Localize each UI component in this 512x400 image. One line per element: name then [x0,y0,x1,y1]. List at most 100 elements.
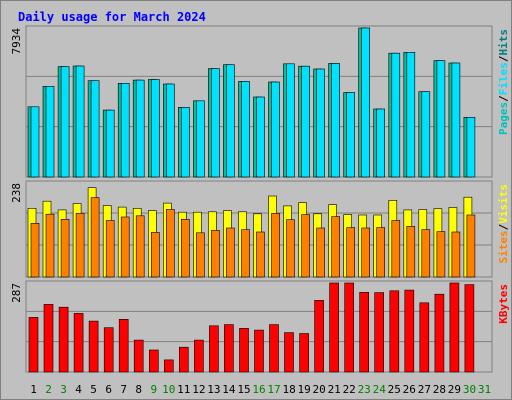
legend: Sites/Visits [497,184,510,264]
bar-kbytes-day-18 [284,332,294,373]
bar-files-day-24 [376,108,386,178]
x-tick-label: 5 [90,383,97,396]
chart-title: Daily usage for March 2024 [18,10,206,24]
bar-kbytes-day-28 [434,293,445,373]
bar-files-day-19 [301,65,310,178]
x-tick-label: 13 [207,383,220,396]
bar-kbytes-day-15 [239,327,249,373]
x-tick-label: 10 [162,383,175,396]
bar-sites-day-11 [181,219,190,278]
bar-sites-day-16 [256,231,265,278]
bar-kbytes-day-23 [359,291,370,373]
bar-files-day-4 [75,65,85,178]
bar-kbytes-day-13 [209,325,219,373]
x-tick-label: 25 [388,383,401,396]
x-tick-label: 3 [60,383,67,396]
bar-kbytes-day-16 [254,329,264,373]
x-tick-label: 27 [418,383,431,396]
bar-kbytes-day-11 [179,346,189,373]
bar-files-day-30 [466,117,476,178]
bar-sites-day-27 [421,229,431,278]
legend-item: / [497,95,510,102]
bar-files-day-29 [451,62,461,178]
x-tick-label: 11 [177,383,190,396]
bar-kbytes-day-6 [103,327,114,373]
bar-sites-day-8 [135,215,145,278]
bar-sites-day-30 [466,214,476,278]
legend-item: Sites [497,230,510,263]
bar-sites-day-12 [196,232,205,278]
y-max-label: 238 [10,183,23,203]
x-tick-label: 16 [252,383,265,396]
bar-kbytes-day-3 [58,306,69,373]
bar-kbytes-day-10 [164,359,174,373]
x-tick-label: 17 [267,383,280,396]
panel-kbytes: 287 KBytes [10,280,510,373]
bar-files-day-15 [241,81,250,178]
x-tick-label: 31 [478,383,491,396]
bar-kbytes-day-17 [269,324,279,373]
bar-sites-day-19 [301,214,310,278]
x-tick-label: 6 [105,383,112,396]
bar-sites-day-2 [45,213,55,278]
bar-sites-day-24 [376,227,386,278]
bar-kbytes-day-14 [224,324,234,373]
bar-kbytes-day-7 [118,318,129,373]
bar-kbytes-day-21 [329,282,339,373]
bar-files-day-3 [60,66,70,178]
legend-item: Files [497,62,510,95]
legend-item: Visits [497,184,510,224]
legend-item: KBytes [497,284,510,324]
bar-kbytes-day-19 [299,333,309,373]
bar-sites-day-20 [316,227,325,278]
legend-item: Hits [497,29,510,56]
legend-item: Pages [497,102,510,135]
bar-sites-day-10 [166,209,175,278]
x-tick-label: 22 [343,383,356,396]
bar-sites-day-5 [90,197,100,278]
bar-files-day-9 [151,79,160,178]
bar-files-day-12 [196,100,205,178]
legend-item: / [497,55,510,62]
bar-kbytes-day-9 [149,349,159,373]
bar-files-day-16 [256,96,265,178]
bar-kbytes-day-2 [43,304,54,373]
bar-files-day-6 [105,109,115,178]
bar-files-day-10 [166,83,175,178]
bar-kbytes-day-29 [449,282,460,373]
bar-kbytes-day-8 [133,339,144,373]
x-tick-label: 29 [448,383,461,396]
x-tick-label: 9 [150,383,157,396]
bar-files-day-5 [90,80,100,178]
x-tick-label: 20 [312,383,325,396]
y-max-label: 7934 [10,28,23,55]
bar-files-day-23 [361,27,371,178]
x-tick-label: 2 [45,383,52,396]
bar-files-day-18 [286,63,295,178]
x-tick-label: 12 [192,383,205,396]
x-tick-label: 4 [75,383,82,396]
bar-files-day-27 [421,91,431,178]
bar-kbytes-day-27 [419,302,430,373]
panel-visits-sites: 238 Sites/Visits [10,180,510,278]
bar-kbytes-day-25 [389,290,400,373]
bar-files-day-13 [211,68,220,178]
bar-files-day-7 [120,83,130,178]
x-tick-label: 19 [297,383,310,396]
bar-sites-day-6 [105,220,115,278]
y-max-label: 287 [10,283,23,303]
bar-sites-day-21 [331,216,340,278]
bar-files-day-8 [135,79,145,178]
bar-files-day-21 [331,63,340,178]
x-tick-label: 1 [30,383,37,396]
bar-sites-day-9 [151,232,160,278]
legend: KBytes [497,284,510,324]
bar-kbytes-day-20 [314,300,324,373]
bar-files-day-1 [30,106,40,178]
legend-item: / [497,223,510,230]
bar-kbytes-day-4 [73,313,84,373]
bar-sites-day-15 [241,229,250,278]
